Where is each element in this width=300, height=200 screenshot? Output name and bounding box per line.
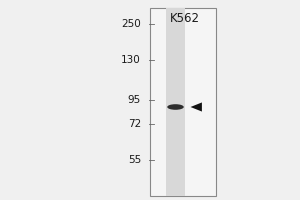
FancyBboxPatch shape <box>150 8 216 196</box>
Text: 95: 95 <box>128 95 141 105</box>
Text: K562: K562 <box>169 12 200 25</box>
Ellipse shape <box>167 104 184 110</box>
Text: 130: 130 <box>121 55 141 65</box>
FancyBboxPatch shape <box>167 8 184 196</box>
Polygon shape <box>190 102 202 112</box>
Text: 250: 250 <box>121 19 141 29</box>
Text: 55: 55 <box>128 155 141 165</box>
Text: 72: 72 <box>128 119 141 129</box>
